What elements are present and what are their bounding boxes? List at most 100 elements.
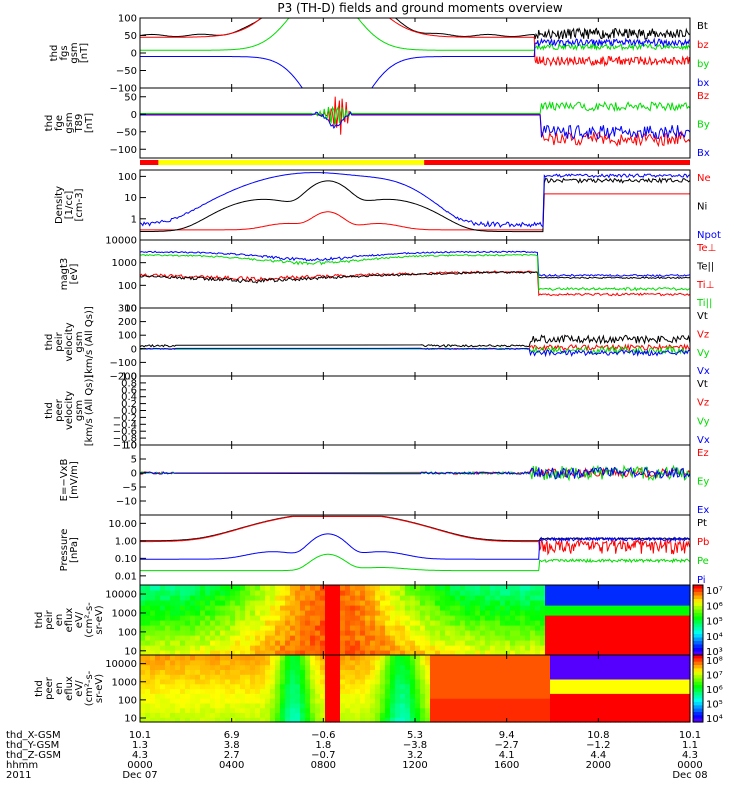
spectrogram-cell	[540, 610, 546, 616]
spectrogram-cell	[515, 688, 521, 694]
spectrogram-cell	[585, 702, 591, 709]
colorbar-cell	[693, 630, 703, 635]
spectrogram-cell	[540, 712, 546, 718]
spectrogram-cell	[510, 595, 516, 601]
spectrogram-cell	[265, 640, 271, 646]
spectrogram-cell	[460, 698, 466, 704]
spectrogram-cell	[315, 707, 321, 713]
spectrogram-cell	[330, 698, 336, 704]
spectrogram-cell	[515, 620, 521, 626]
spectrogram-cell	[220, 693, 226, 699]
spectrogram-cell	[575, 610, 581, 616]
spectrogram-cell	[220, 600, 226, 606]
spectrogram-cell	[180, 615, 186, 621]
spectrogram-cell	[445, 595, 451, 601]
spectrogram-cell	[470, 664, 476, 670]
spectrogram-cell	[245, 640, 251, 646]
spectrogram-cell	[325, 590, 331, 596]
spectrogram-cell	[620, 650, 626, 656]
spectrogram-cell	[225, 678, 231, 685]
spectrogram-cell	[295, 605, 301, 611]
spectrogram-cell	[400, 712, 406, 718]
spectrogram-cell	[510, 610, 516, 616]
spectrogram-cell	[670, 688, 676, 694]
spectrogram-cell	[505, 659, 511, 666]
spectrogram-cell	[170, 655, 176, 661]
spectrogram-cell	[425, 590, 431, 596]
spectrogram-cell	[480, 683, 486, 690]
spectrogram-cell	[285, 605, 291, 611]
spectrogram-cell	[190, 693, 196, 699]
spectrogram-cell	[410, 688, 416, 694]
spectrogram-cell	[600, 702, 606, 709]
spectrogram-cell	[595, 688, 601, 694]
y-tick-label: −100	[110, 145, 137, 156]
spectrogram-cell	[250, 717, 256, 723]
spectrogram-cell	[405, 605, 411, 611]
spectrogram-cell	[175, 645, 181, 651]
spectrogram-cell	[325, 707, 331, 713]
spectrogram-cell	[450, 678, 456, 685]
spectrogram-cell	[205, 635, 211, 641]
spectrogram-cell	[515, 630, 521, 636]
spectrogram-cell	[610, 645, 616, 651]
axis-row-value: −3.8	[403, 740, 427, 751]
spectrogram-cell	[185, 590, 191, 596]
spectrogram-cell	[495, 688, 501, 694]
spectrogram-cell	[640, 655, 646, 661]
spectrogram-cell	[575, 688, 581, 694]
spectrogram-cell	[665, 605, 671, 611]
legend-label: Vx	[697, 366, 710, 377]
spectrogram-cell	[445, 640, 451, 646]
spectrogram-cell	[215, 625, 221, 631]
spectrogram-cell	[625, 702, 631, 709]
spectrogram-cell	[150, 615, 156, 621]
spectrogram-cell	[615, 717, 621, 723]
spectrogram-cell	[385, 620, 391, 626]
spectrogram-cell	[590, 615, 596, 621]
spectrogram-cell	[390, 600, 396, 606]
spectrogram-cell	[165, 595, 171, 601]
spectrogram-cell	[300, 683, 306, 690]
spectrogram-cell	[670, 635, 676, 641]
spectrogram-cell	[440, 610, 446, 616]
colorbar-cell	[693, 685, 703, 690]
spectrogram-cell	[215, 698, 221, 704]
spectrogram-cell	[355, 610, 361, 616]
spectrogram-cell	[440, 702, 446, 709]
spectrogram-cell	[575, 669, 581, 675]
spectrogram-cell	[205, 693, 211, 699]
spectrogram-cell	[525, 707, 531, 713]
spectrogram-cell	[490, 650, 496, 656]
spectrogram-cell	[160, 625, 166, 631]
spectrogram-cell	[555, 615, 561, 621]
spectrogram-cell	[205, 585, 211, 591]
spectrogram-cell	[385, 678, 391, 685]
spectrogram-cell	[265, 590, 271, 596]
spectrogram-cell	[670, 664, 676, 670]
spectrogram-cell	[235, 707, 241, 713]
spectrogram-cell	[550, 635, 556, 641]
spectrogram-cell	[375, 635, 381, 641]
spectrogram-cell	[255, 600, 261, 606]
spectrogram-cell	[390, 712, 396, 718]
colorbar-cell	[693, 613, 703, 618]
spectrogram-cell	[510, 615, 516, 621]
spectrogram-cell	[210, 702, 216, 709]
spectrogram-cell	[655, 605, 661, 611]
spectrogram-cell	[680, 683, 686, 690]
spectrogram-cell	[645, 712, 651, 718]
spectrogram-cell	[305, 600, 311, 606]
spectrogram-cell	[325, 693, 331, 699]
spectrogram-cell	[415, 669, 421, 675]
spectrogram-cell	[330, 620, 336, 626]
spectrogram-cell	[630, 620, 636, 626]
spectrogram-cell	[320, 659, 326, 666]
spectrogram-cell	[475, 717, 481, 723]
spectrogram-cell	[180, 702, 186, 709]
y-tick-label: 0.0	[121, 406, 137, 417]
spectrogram-cell	[535, 585, 541, 591]
spectrogram-cell	[520, 650, 526, 656]
spectrogram-cell	[665, 625, 671, 631]
